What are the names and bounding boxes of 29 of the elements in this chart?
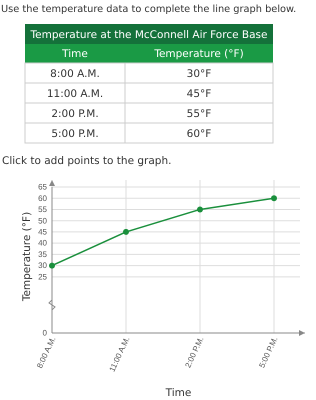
y-axis-title: Temperature (°F): [21, 212, 33, 302]
y-tick-label: 25: [38, 272, 48, 282]
x-tick-label: 8:00 A.M.: [35, 335, 58, 370]
text: Temperature at the McConnell Air Force Base: [30, 29, 268, 41]
text: Click to add points to the graph.: [2, 155, 172, 167]
text: 60°F: [186, 128, 212, 140]
y-tick-label: 0: [42, 328, 48, 338]
category-label: 2:00 P.M.: [51, 108, 99, 120]
y-tick-label: 35: [38, 250, 48, 259]
text: Temperature (°F): [153, 48, 244, 60]
text: 30°F: [186, 68, 212, 80]
category-label: 11:00 A.M.: [46, 88, 104, 100]
y-tick-label: 50: [38, 216, 48, 226]
y-tick-label: 60: [38, 194, 48, 203]
y-tick-label: 55: [38, 205, 48, 214]
text: Time: [61, 48, 88, 60]
category-label: 8:00 A.M.: [50, 68, 100, 80]
chart-title: Use the temperature data to complete the line graph below.: [1, 4, 296, 15]
text: 45°F: [186, 88, 212, 100]
category-label: 5:00 P.M.: [51, 128, 99, 140]
x-tick-label: 11:00 A.M.: [107, 335, 132, 374]
text: 55°F: [186, 108, 212, 120]
x-tick-label: 2:00 P.M.: [183, 335, 206, 370]
x-axis-title: Time: [164, 387, 192, 399]
y-tick-label: 30: [38, 261, 48, 270]
y-tick-label: 45: [38, 227, 48, 236]
x-tick-label: 5:00 P.M.: [257, 335, 280, 370]
y-tick-label: 65: [38, 182, 48, 192]
y-tick-label: 40: [38, 238, 48, 248]
